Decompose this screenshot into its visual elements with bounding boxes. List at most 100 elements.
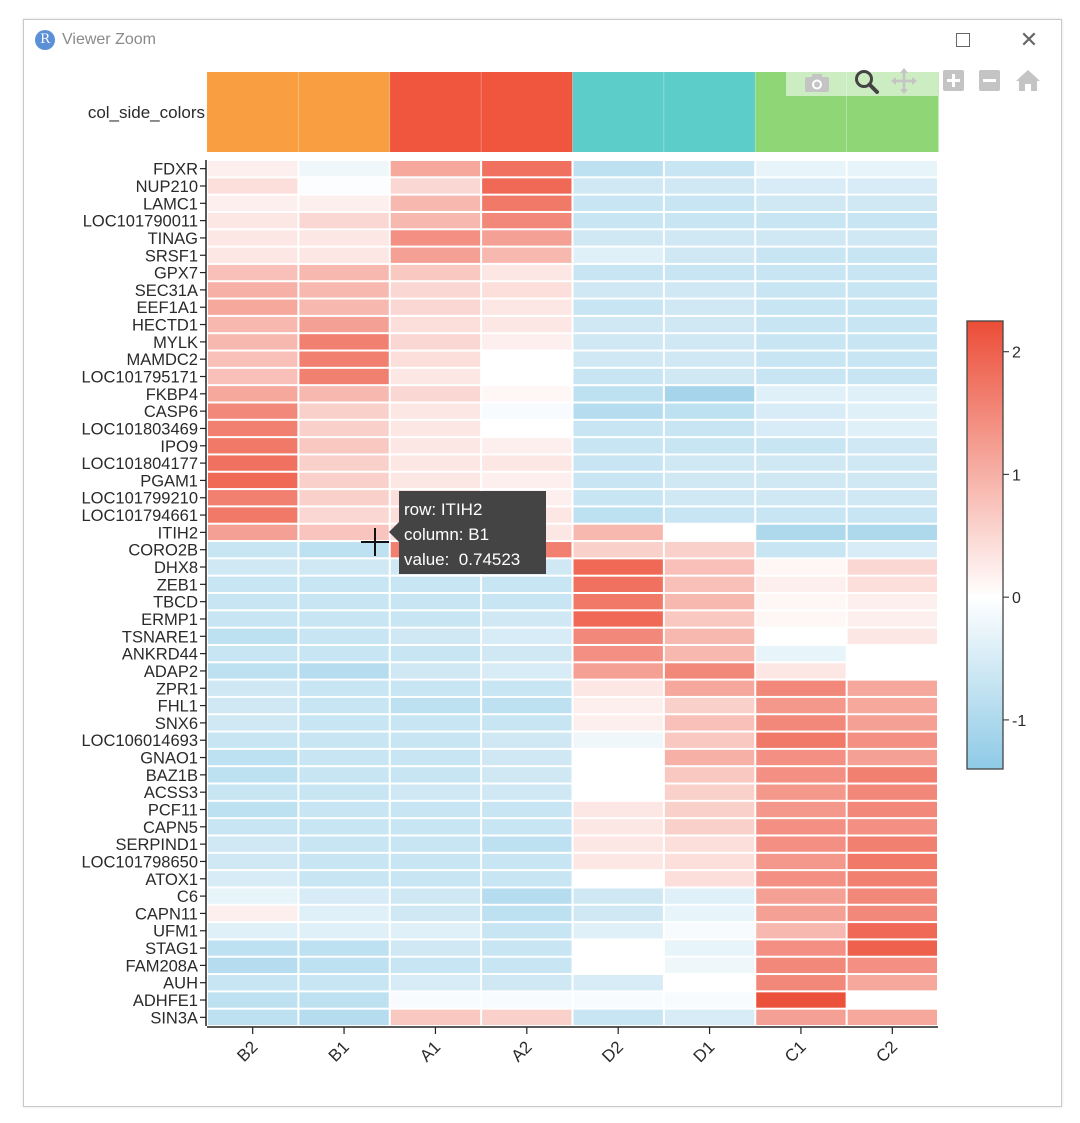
heatmap-cell[interactable] [756,438,846,454]
heatmap-cell[interactable] [847,524,937,541]
heatmap-cell[interactable] [847,490,937,506]
heatmap-cell[interactable] [482,645,572,662]
heatmap-cell[interactable] [573,559,663,575]
heatmap-cell[interactable] [847,923,937,939]
heatmap-cell[interactable] [482,178,572,194]
heatmap-cell[interactable] [299,732,389,748]
heatmap-cell[interactable] [847,507,937,523]
heatmap-cell[interactable] [482,299,572,315]
heatmap-cell[interactable] [208,836,298,852]
heatmap-cell[interactable] [390,420,481,437]
heatmap-cell[interactable] [299,264,389,281]
heatmap-cell[interactable] [847,559,937,575]
heatmap-cell[interactable] [208,975,298,991]
heatmap-cell[interactable] [573,749,663,766]
heatmap-cell[interactable] [847,871,937,887]
heatmap-cell[interactable] [847,767,937,783]
heatmap-cell[interactable] [756,455,846,471]
heatmap-cell[interactable] [482,611,572,627]
heatmap-cell[interactable] [390,663,481,679]
heatmap-cell[interactable] [847,905,937,922]
heatmap-cell[interactable] [573,368,663,385]
heatmap-cell[interactable] [299,316,389,333]
heatmap-cell[interactable] [208,351,298,367]
heatmap-cell[interactable] [573,836,663,852]
heatmap-cell[interactable] [482,801,572,818]
heatmap-cell[interactable] [573,645,663,662]
heatmap-cell[interactable] [573,905,663,922]
heatmap-cell[interactable] [208,1009,298,1025]
heatmap-cell[interactable] [482,732,572,748]
heatmap-cell[interactable] [299,195,389,211]
heatmap-cell[interactable] [847,316,937,333]
heatmap-cell[interactable] [208,386,298,402]
heatmap-cell[interactable] [390,161,481,177]
heatmap-cell[interactable] [390,853,481,870]
heatmap-cell[interactable] [390,697,481,714]
heatmap-cell[interactable] [482,628,572,644]
heatmap-cell[interactable] [756,161,846,177]
heatmap-cell[interactable] [664,455,755,471]
heatmap-cell[interactable] [482,316,572,333]
heatmap-cell[interactable] [756,1009,846,1025]
maximize-button[interactable] [950,28,976,52]
heatmap-cell[interactable] [573,247,663,263]
heatmap-cell[interactable] [756,559,846,575]
heatmap-cell[interactable] [664,645,755,662]
heatmap-cell[interactable] [208,801,298,818]
heatmap-cell[interactable] [390,195,481,211]
heatmap-cell[interactable] [482,212,572,229]
heatmap-cell[interactable] [208,212,298,229]
heatmap-cell[interactable] [208,905,298,922]
heatmap-cell[interactable] [664,403,755,419]
heatmap-cell[interactable] [664,420,755,437]
heatmap-cell[interactable] [390,230,481,246]
heatmap-cell[interactable] [299,923,389,939]
heatmap-cell[interactable] [756,212,846,229]
heatmap-cell[interactable] [482,940,572,956]
heatmap-cell[interactable] [208,542,298,558]
heatmap-cell[interactable] [847,749,937,766]
heatmap-cell[interactable] [573,888,663,904]
heatmap-cell[interactable] [573,957,663,974]
heatmap-cell[interactable] [756,801,846,818]
heatmap-cell[interactable] [390,923,481,939]
heatmap-cell[interactable] [664,663,755,679]
heatmap-cell[interactable] [756,992,846,1008]
heatmap-cell[interactable] [756,594,846,610]
heatmap-cell[interactable] [208,490,298,506]
heatmap-cell[interactable] [847,299,937,315]
heatmap-cell[interactable] [299,420,389,437]
heatmap-cell[interactable] [299,853,389,870]
heatmap-cell[interactable] [573,195,663,211]
heatmap-cell[interactable] [573,663,663,679]
heatmap-cell[interactable] [847,247,937,263]
heatmap-cell[interactable] [756,715,846,731]
heatmap-cell[interactable] [208,784,298,800]
heatmap-cell[interactable] [847,472,937,489]
heatmap-cell[interactable] [482,888,572,904]
heatmap-cell[interactable] [299,542,389,558]
heatmap-cell[interactable] [208,161,298,177]
heatmap-cell[interactable] [756,819,846,835]
heatmap-cell[interactable] [573,801,663,818]
heatmap-cell[interactable] [208,282,298,298]
heatmap-cell[interactable] [299,403,389,419]
heatmap-cell[interactable] [847,663,937,679]
heatmap-cell[interactable] [664,905,755,922]
heatmap-cell[interactable] [847,836,937,852]
heatmap-cell[interactable] [664,992,755,1008]
heatmap-cell[interactable] [756,871,846,887]
heatmap-cell[interactable] [208,767,298,783]
heatmap-cell[interactable] [573,697,663,714]
heatmap-cell[interactable] [756,178,846,194]
heatmap-cell[interactable] [847,403,937,419]
heatmap-cell[interactable] [847,697,937,714]
heatmap-cell[interactable] [482,992,572,1008]
heatmap-cell[interactable] [664,264,755,281]
heatmap-cell[interactable] [756,334,846,350]
heatmap-cell[interactable] [847,386,937,402]
heatmap-cell[interactable] [847,576,937,592]
heatmap-cell[interactable] [482,403,572,419]
heatmap-cell[interactable] [573,1009,663,1025]
